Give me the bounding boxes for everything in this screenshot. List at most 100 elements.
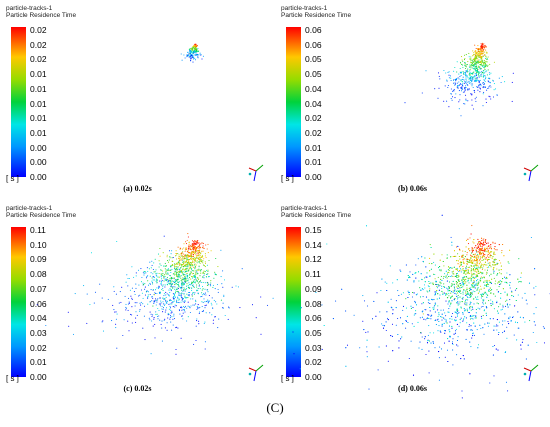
particle-point <box>489 78 491 80</box>
particle-point <box>168 289 170 291</box>
particle-point <box>483 59 486 62</box>
particle-point <box>470 296 472 298</box>
particle-point <box>194 59 197 61</box>
particle-point <box>463 258 465 260</box>
particle-point <box>321 304 323 306</box>
particle-point <box>198 261 200 263</box>
particle-point <box>496 302 498 304</box>
colorbar-tick-label: 0.02 <box>30 54 47 65</box>
particle-point <box>207 252 209 254</box>
particle-point <box>499 272 501 274</box>
particle-point <box>166 293 168 295</box>
particle-point <box>476 267 478 269</box>
particle-point <box>476 284 478 286</box>
particle-point <box>478 249 480 251</box>
particle-point <box>483 61 485 64</box>
particle-point <box>168 250 171 252</box>
particle-point <box>195 299 197 301</box>
particle-point <box>162 303 164 305</box>
particle-point <box>473 334 476 336</box>
particle-point <box>456 272 459 274</box>
particle-point <box>525 358 527 360</box>
particle-point <box>473 298 475 300</box>
particle-point <box>165 272 167 274</box>
axis-triad-icon <box>523 364 539 382</box>
particle-point <box>386 282 388 284</box>
particle-point <box>441 214 443 216</box>
particle-point <box>191 282 193 284</box>
particle-point <box>485 55 487 57</box>
particle-point <box>475 268 477 270</box>
particle-point <box>255 317 257 319</box>
particle-point <box>467 277 469 279</box>
particle-point <box>456 339 459 342</box>
particle-point <box>323 324 325 327</box>
particle-point <box>193 282 195 284</box>
particle-point <box>183 301 185 303</box>
particle-point <box>151 264 153 266</box>
particle-point <box>201 301 203 303</box>
particle-point <box>177 268 179 270</box>
particle-point <box>415 264 417 266</box>
particle-point <box>497 333 500 336</box>
particle-point <box>156 292 158 295</box>
particle-point <box>408 277 410 279</box>
particle-point <box>175 348 177 351</box>
particle-point <box>490 255 492 257</box>
particle-point <box>477 86 479 88</box>
particle-point <box>203 273 205 275</box>
particle-point <box>472 290 474 292</box>
particle-point <box>156 279 158 281</box>
particle-point <box>177 273 179 276</box>
particle-point <box>476 86 478 88</box>
particle-point <box>503 330 506 332</box>
particle-point <box>486 255 489 257</box>
particle-point <box>158 272 160 275</box>
colorbar-tick-label: 0.00 <box>30 142 47 153</box>
particle-point <box>410 305 412 307</box>
particle-point <box>443 286 445 288</box>
particle-point <box>481 272 483 274</box>
particle-point <box>121 286 123 288</box>
header-line-1: particle-tracks-1 <box>6 5 53 12</box>
particle-point <box>167 279 169 281</box>
particle-point <box>196 284 198 286</box>
particle-point <box>196 320 198 322</box>
particle-point <box>415 313 417 315</box>
particle-point <box>159 263 161 265</box>
particle-point <box>465 299 467 302</box>
particle-point <box>178 302 180 304</box>
particle-point <box>425 70 427 72</box>
particle-point <box>411 296 414 298</box>
particle-point <box>475 59 477 61</box>
particle-point <box>465 85 467 87</box>
particle-point <box>494 295 496 297</box>
particle-point <box>207 299 209 301</box>
particle-point <box>461 269 463 271</box>
particle-point <box>448 311 450 313</box>
particle-point <box>428 350 430 352</box>
particle-point <box>419 287 421 289</box>
particle-point <box>180 263 182 265</box>
particle-point <box>190 47 192 49</box>
particle-point <box>185 248 187 251</box>
particle-point <box>400 293 402 295</box>
particle-point <box>447 297 449 299</box>
particle-point <box>171 257 173 259</box>
particle-point <box>441 254 443 256</box>
particle-point <box>420 289 422 291</box>
panel-header: particle-tracks-1 Particle Residence Time <box>281 205 351 219</box>
particle-point <box>478 52 480 54</box>
particle-point <box>423 318 425 320</box>
particle-point <box>429 290 431 292</box>
particle-point <box>176 299 178 301</box>
particle-point <box>414 272 416 274</box>
particle-point <box>101 297 103 299</box>
particle-point <box>505 381 508 383</box>
particle-point <box>445 300 447 302</box>
particle-point <box>464 310 466 312</box>
particle-point <box>509 304 511 306</box>
particle-point <box>465 64 467 66</box>
particle-point <box>444 330 446 332</box>
particle-point <box>144 339 146 341</box>
